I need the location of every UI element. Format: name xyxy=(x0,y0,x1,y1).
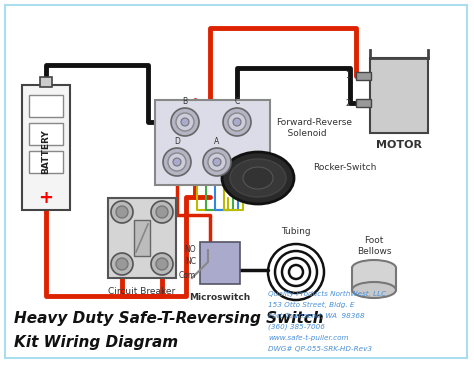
Ellipse shape xyxy=(352,282,396,298)
Text: C: C xyxy=(234,97,240,107)
Text: Port Townsend, WA  98368: Port Townsend, WA 98368 xyxy=(268,313,365,319)
Text: Foot
Bellows: Foot Bellows xyxy=(357,236,391,256)
Ellipse shape xyxy=(222,152,294,204)
Text: NC: NC xyxy=(185,258,196,266)
Circle shape xyxy=(168,153,186,171)
Bar xyxy=(370,58,428,133)
Bar xyxy=(356,99,371,107)
Bar xyxy=(29,151,63,173)
Ellipse shape xyxy=(230,159,286,197)
Bar xyxy=(200,242,240,284)
Bar xyxy=(155,100,270,185)
Text: (360) 385-7006: (360) 385-7006 xyxy=(268,324,325,330)
Text: Tubing: Tubing xyxy=(281,228,311,236)
Text: 2: 2 xyxy=(346,98,350,108)
Circle shape xyxy=(171,108,199,136)
Text: BATTERY: BATTERY xyxy=(42,130,51,174)
Circle shape xyxy=(111,253,133,275)
Bar xyxy=(29,95,63,117)
Bar xyxy=(356,72,371,80)
Circle shape xyxy=(213,158,221,166)
Circle shape xyxy=(181,118,189,126)
Circle shape xyxy=(203,148,231,176)
Circle shape xyxy=(228,113,246,131)
Text: Circuit Breaker: Circuit Breaker xyxy=(109,287,176,295)
Circle shape xyxy=(176,113,194,131)
Text: Heavy Duty Safe-T-Reversing Switch: Heavy Duty Safe-T-Reversing Switch xyxy=(14,310,324,325)
Circle shape xyxy=(111,201,133,223)
Text: NO: NO xyxy=(184,246,196,254)
Bar xyxy=(134,220,150,256)
Ellipse shape xyxy=(352,260,396,276)
Bar xyxy=(22,85,70,210)
Text: Kit Wiring Diagram: Kit Wiring Diagram xyxy=(14,335,178,350)
Text: DWG# QP-055-SRK-HD-Rev3: DWG# QP-055-SRK-HD-Rev3 xyxy=(268,346,372,352)
Text: Com: Com xyxy=(179,270,196,280)
Text: +: + xyxy=(38,189,54,207)
Text: Rocker-Switch: Rocker-Switch xyxy=(313,164,376,172)
Circle shape xyxy=(233,118,241,126)
Circle shape xyxy=(223,108,251,136)
Text: Forward-Reverse
    Solenoid: Forward-Reverse Solenoid xyxy=(276,118,352,138)
Ellipse shape xyxy=(243,167,273,189)
Circle shape xyxy=(151,253,173,275)
Bar xyxy=(352,268,396,290)
Circle shape xyxy=(208,153,226,171)
Text: 1: 1 xyxy=(346,71,350,81)
Text: www.safe-t-puller.com: www.safe-t-puller.com xyxy=(268,335,348,341)
Bar xyxy=(40,77,52,87)
Circle shape xyxy=(116,258,128,270)
Circle shape xyxy=(151,201,173,223)
Circle shape xyxy=(173,158,181,166)
Circle shape xyxy=(156,206,168,218)
Circle shape xyxy=(116,206,128,218)
Text: Quality Products NorthWest, LLC: Quality Products NorthWest, LLC xyxy=(268,291,386,297)
Circle shape xyxy=(163,148,191,176)
Circle shape xyxy=(156,258,168,270)
Text: MOTOR: MOTOR xyxy=(376,140,422,150)
Text: A: A xyxy=(214,138,219,146)
Text: Microswitch: Microswitch xyxy=(190,292,251,302)
Bar xyxy=(29,123,63,145)
Bar xyxy=(108,198,176,278)
Text: D: D xyxy=(174,138,180,146)
Text: 153 Otto Street, Bldg. E: 153 Otto Street, Bldg. E xyxy=(268,302,355,308)
Text: B: B xyxy=(182,97,188,107)
